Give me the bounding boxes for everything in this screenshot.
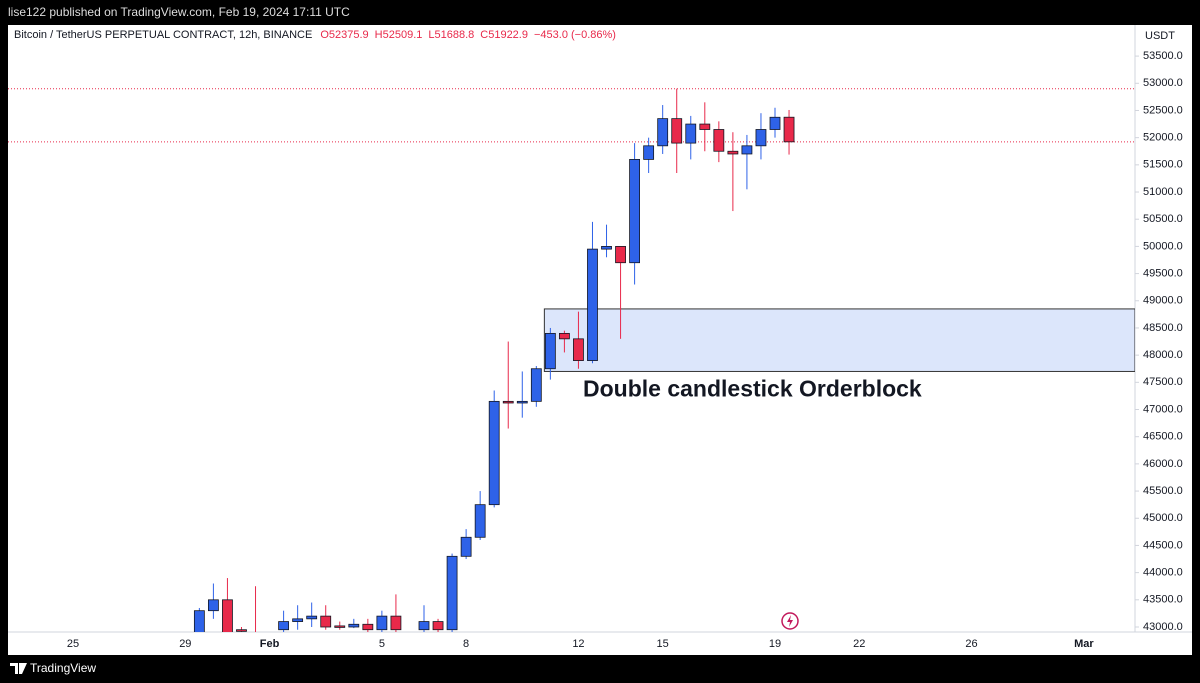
candle-body bbox=[207, 599, 219, 612]
icon-circle bbox=[781, 612, 799, 630]
x-tick-label: 12 bbox=[572, 638, 584, 650]
y-tick-label: 48500.0 bbox=[1143, 322, 1183, 334]
y-tick-label: 53500.0 bbox=[1143, 50, 1183, 62]
y-tick-label: 43500.0 bbox=[1143, 594, 1183, 606]
candle-body bbox=[236, 629, 247, 632]
icon-bolt bbox=[787, 615, 793, 627]
candle-body bbox=[713, 129, 725, 152]
x-tick-label: Feb bbox=[260, 638, 280, 650]
candle-body bbox=[362, 623, 374, 631]
y-tick-label: 50000.0 bbox=[1143, 240, 1183, 252]
y-tick-label: 44500.0 bbox=[1143, 539, 1183, 551]
candle-body bbox=[488, 400, 500, 506]
publish-info: lise122 published on TradingView.com, Fe… bbox=[8, 5, 350, 19]
x-tick-label: 26 bbox=[965, 638, 977, 650]
candle-body bbox=[741, 145, 753, 155]
candle-body bbox=[348, 623, 360, 628]
orderblock-zone bbox=[543, 308, 1135, 372]
candle-body bbox=[446, 555, 458, 631]
candle-body bbox=[573, 338, 584, 361]
candle-body bbox=[629, 159, 640, 264]
legend-item: O52375.9 bbox=[320, 29, 368, 41]
y-tick-label: 51500.0 bbox=[1143, 159, 1183, 171]
x-tick-label: 15 bbox=[657, 638, 669, 650]
candle-body bbox=[685, 123, 697, 144]
y-tick-label: 45500.0 bbox=[1143, 485, 1183, 497]
candle-body bbox=[769, 116, 781, 130]
y-tick-label: 47500.0 bbox=[1143, 376, 1183, 388]
x-tick-label: 19 bbox=[769, 638, 781, 650]
candle-body bbox=[334, 625, 346, 628]
candle-body bbox=[390, 615, 402, 631]
x-tick-label: Mar bbox=[1074, 638, 1094, 650]
candle-body bbox=[474, 504, 486, 538]
y-tick-label: 46500.0 bbox=[1143, 431, 1183, 443]
zone-label: Double candlestick Orderblock bbox=[583, 376, 922, 402]
candle-body bbox=[418, 621, 430, 631]
candle-body bbox=[530, 368, 542, 402]
candle-body bbox=[657, 118, 669, 147]
y-tick-label: 48000.0 bbox=[1143, 349, 1183, 361]
y-tick-label: 49500.0 bbox=[1143, 267, 1183, 279]
legend-item: C51922.9 bbox=[480, 29, 528, 41]
legend: Bitcoin / TetherUS PERPETUAL CONTRACT, 1… bbox=[14, 29, 616, 41]
y-tick-label: 49000.0 bbox=[1143, 295, 1183, 307]
y-tick-label: 51000.0 bbox=[1143, 186, 1183, 198]
candle-body bbox=[306, 615, 318, 620]
y-tick-label: 45000.0 bbox=[1143, 512, 1183, 524]
candle-body bbox=[502, 400, 514, 404]
y-tick-label: 47000.0 bbox=[1143, 403, 1183, 415]
candle-body bbox=[544, 332, 556, 370]
candle-body bbox=[193, 610, 205, 632]
legend-item: L51688.8 bbox=[428, 29, 474, 41]
y-tick-label: 46000.0 bbox=[1143, 458, 1183, 470]
candle-body bbox=[559, 332, 570, 340]
candle-body bbox=[587, 248, 598, 361]
y-tick-label: 43000.0 bbox=[1143, 621, 1183, 633]
footer-brand: TradingView bbox=[30, 661, 96, 675]
currency: USDT bbox=[1145, 30, 1175, 42]
tv-logo bbox=[10, 663, 27, 674]
candle-body bbox=[516, 400, 528, 404]
legend-item: H52509.1 bbox=[375, 29, 423, 41]
y-tick-label: 50500.0 bbox=[1143, 213, 1183, 225]
legend-title: Bitcoin / TetherUS PERPETUAL CONTRACT, 1… bbox=[14, 29, 312, 41]
y-tick-label: 53000.0 bbox=[1143, 77, 1183, 89]
candle-body bbox=[292, 618, 304, 622]
candle-body bbox=[699, 123, 711, 130]
y-tick-label: 44000.0 bbox=[1143, 567, 1183, 579]
candle-body bbox=[671, 118, 683, 144]
candle-body bbox=[783, 116, 795, 143]
x-tick-label: 25 bbox=[67, 638, 79, 650]
x-tick-label: 5 bbox=[379, 638, 385, 650]
y-tick-label: 52000.0 bbox=[1143, 132, 1183, 144]
x-tick-label: 22 bbox=[853, 638, 865, 650]
candle-body bbox=[432, 621, 444, 631]
candle-body bbox=[278, 621, 290, 631]
candle-body bbox=[643, 145, 655, 160]
candle-body bbox=[615, 245, 626, 264]
candle-body bbox=[222, 599, 233, 632]
currency-box bbox=[1140, 26, 1184, 46]
legend-item: −453.0 (−0.86%) bbox=[534, 29, 616, 41]
candle-body bbox=[601, 245, 612, 250]
candle-body bbox=[320, 615, 332, 628]
candle-body bbox=[460, 536, 472, 557]
x-tick-label: 29 bbox=[179, 638, 191, 650]
plot bbox=[8, 88, 1135, 632]
y-tick-label: 52500.0 bbox=[1143, 104, 1183, 116]
candle-body bbox=[755, 129, 767, 147]
x-tick-label: 8 bbox=[463, 638, 469, 650]
footer: TradingView bbox=[10, 661, 96, 675]
candle-body bbox=[727, 150, 739, 155]
candle-body bbox=[376, 615, 388, 631]
lightning-icon bbox=[781, 612, 799, 630]
